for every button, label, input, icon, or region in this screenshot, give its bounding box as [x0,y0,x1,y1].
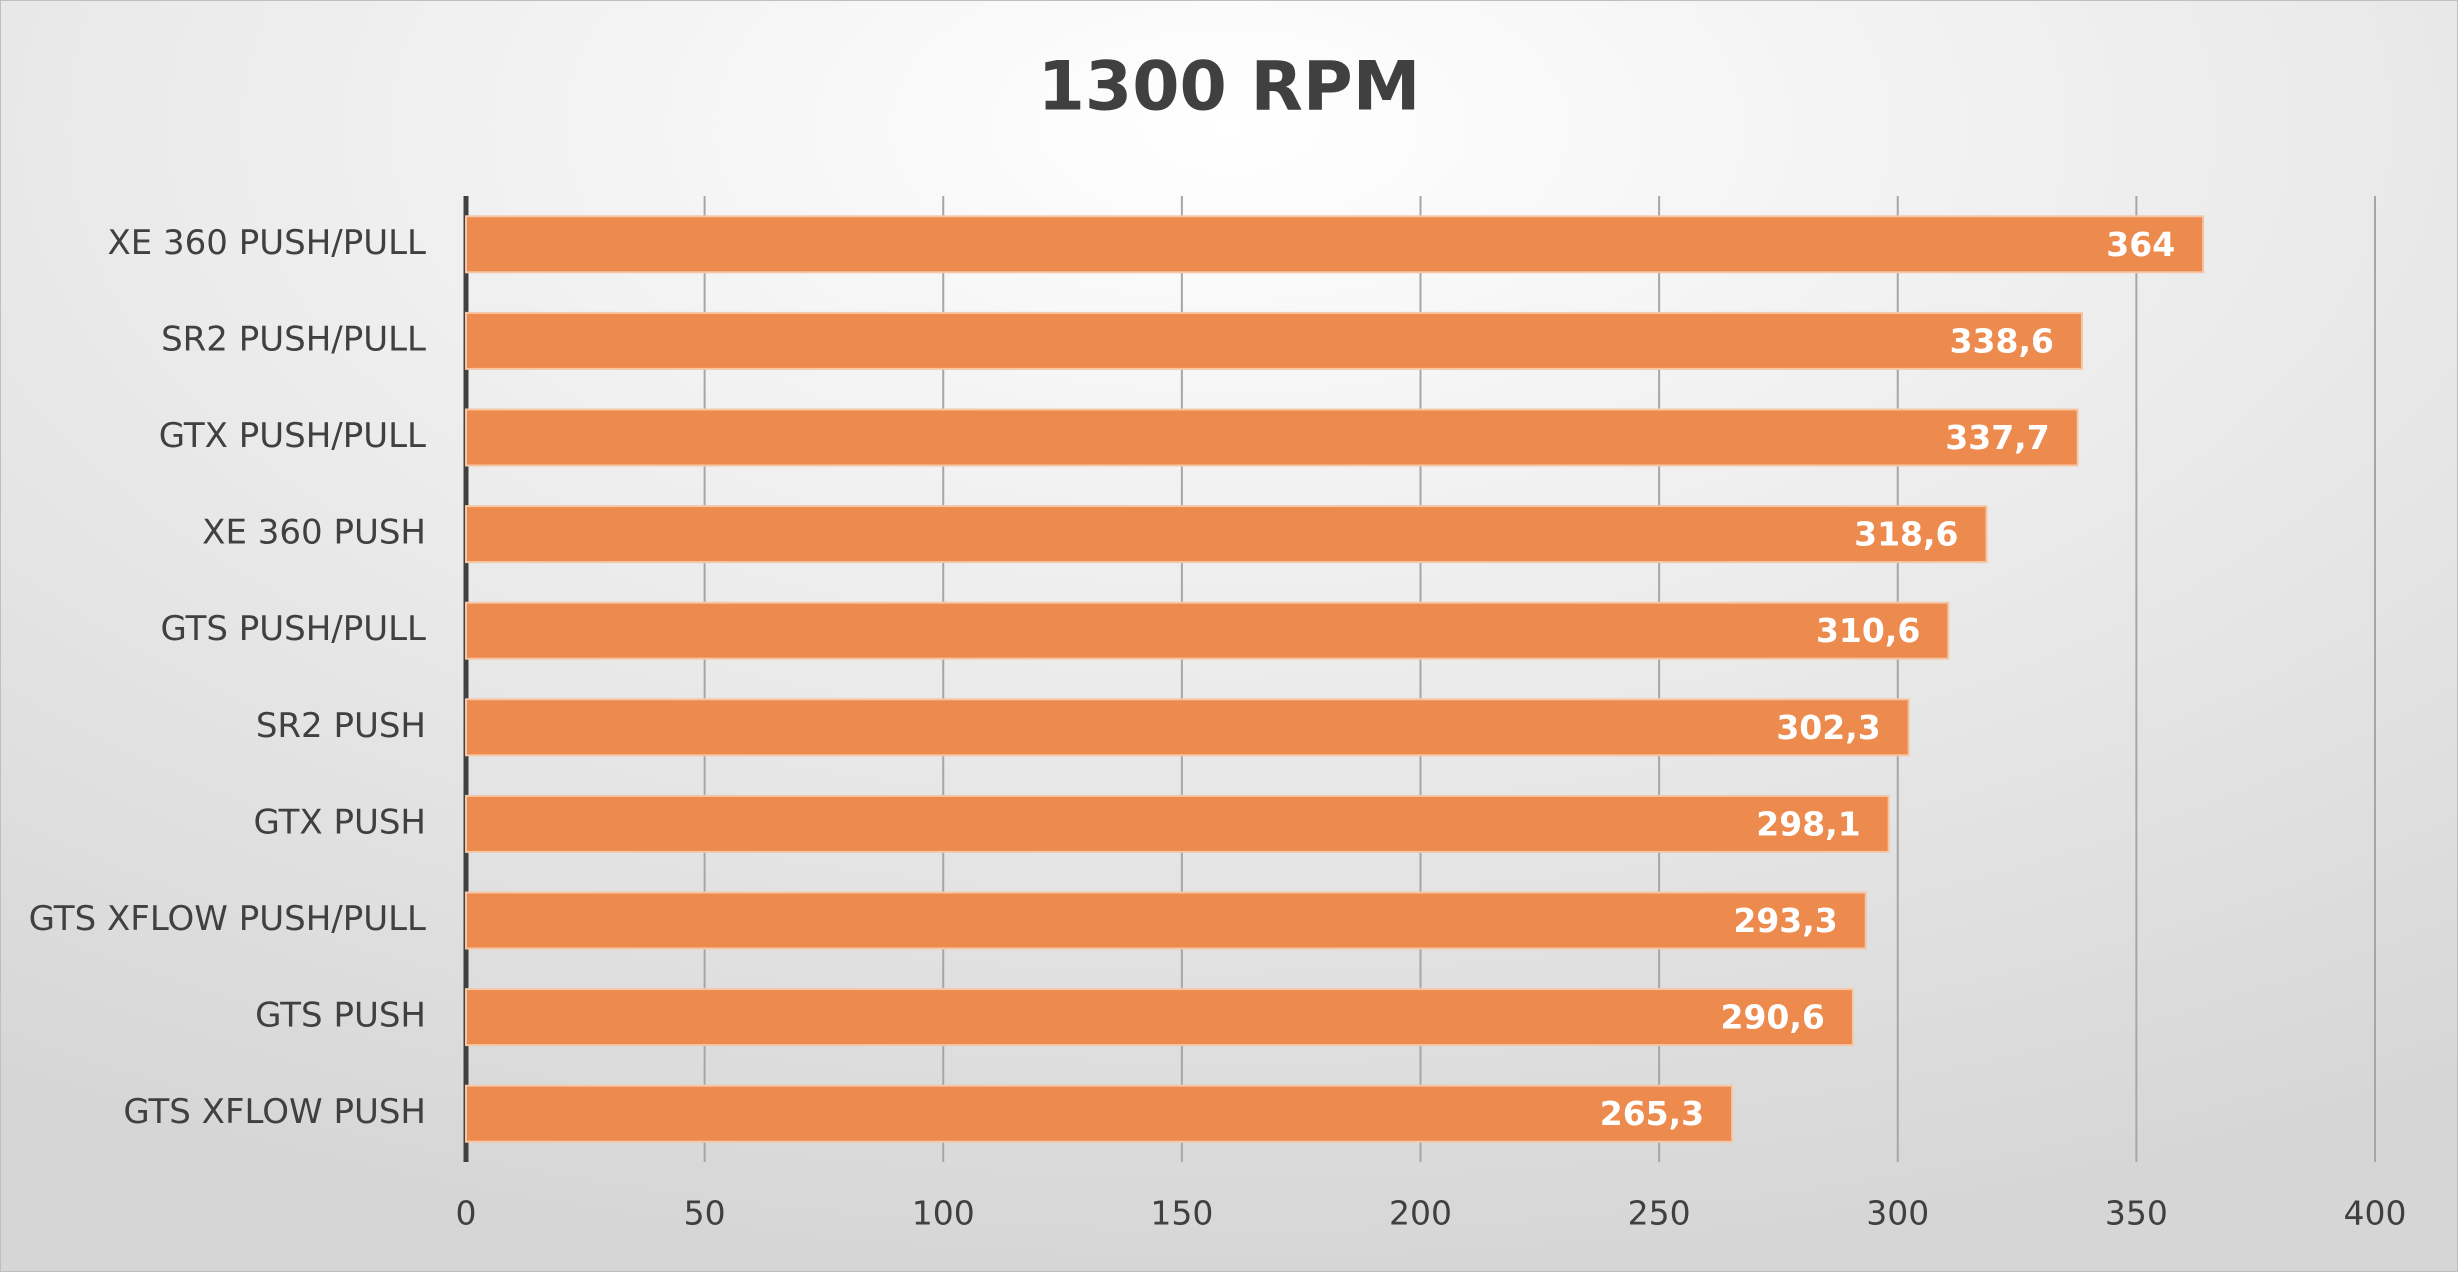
data-label: 318,6 [1854,515,1958,554]
data-label: 265,3 [1600,1094,1704,1133]
bar [465,215,2205,274]
bar [465,698,1910,757]
y-tick-label: GTS XFLOW PUSH [123,1092,426,1132]
x-tick-label: 150 [1150,1194,1213,1233]
data-label: 338,6 [1950,321,2054,360]
data-label: 364 [2106,225,2175,264]
y-tick-label: GTS PUSH [255,996,426,1036]
y-tick-label: XE 360 PUSH/PULL [107,223,426,263]
bar [465,601,1950,660]
x-tick-label: 0 [456,1194,477,1233]
y-tick-label: SR2 PUSH/PULL [161,319,426,359]
bar [465,311,2083,370]
y-tick-label: GTX PUSH/PULL [159,416,426,456]
data-label: 302,3 [1776,708,1880,747]
y-tick-label: GTX PUSH [253,802,426,842]
data-label: 290,6 [1720,998,1824,1037]
data-label: 298,1 [1756,804,1860,843]
data-label: 337,7 [1945,418,2049,457]
data-label: 293,3 [1733,901,1837,940]
y-tick-label: SR2 PUSH [256,706,426,746]
x-tick-label: 350 [2105,1194,2168,1233]
x-tick-label: 300 [1866,1194,1929,1233]
x-tick-label: 200 [1389,1194,1452,1233]
y-tick-label: GTS PUSH/PULL [160,609,426,649]
x-tick-label: 250 [1628,1194,1691,1233]
bar [465,988,1854,1047]
data-label: 310,6 [1816,611,1920,650]
chart-title: 1300 RPM [1038,48,1421,127]
bar [465,1084,1734,1143]
x-tick-label: 400 [2344,1194,2407,1233]
x-tick-label: 50 [684,1194,726,1233]
x-tick-label: 100 [912,1194,975,1233]
bar [465,794,1890,853]
y-tick-label: GTS XFLOW PUSH/PULL [29,899,426,939]
bar [465,408,2079,467]
bar [465,891,1867,950]
bar [465,505,1988,564]
y-tick-label: XE 360 PUSH [202,513,426,553]
